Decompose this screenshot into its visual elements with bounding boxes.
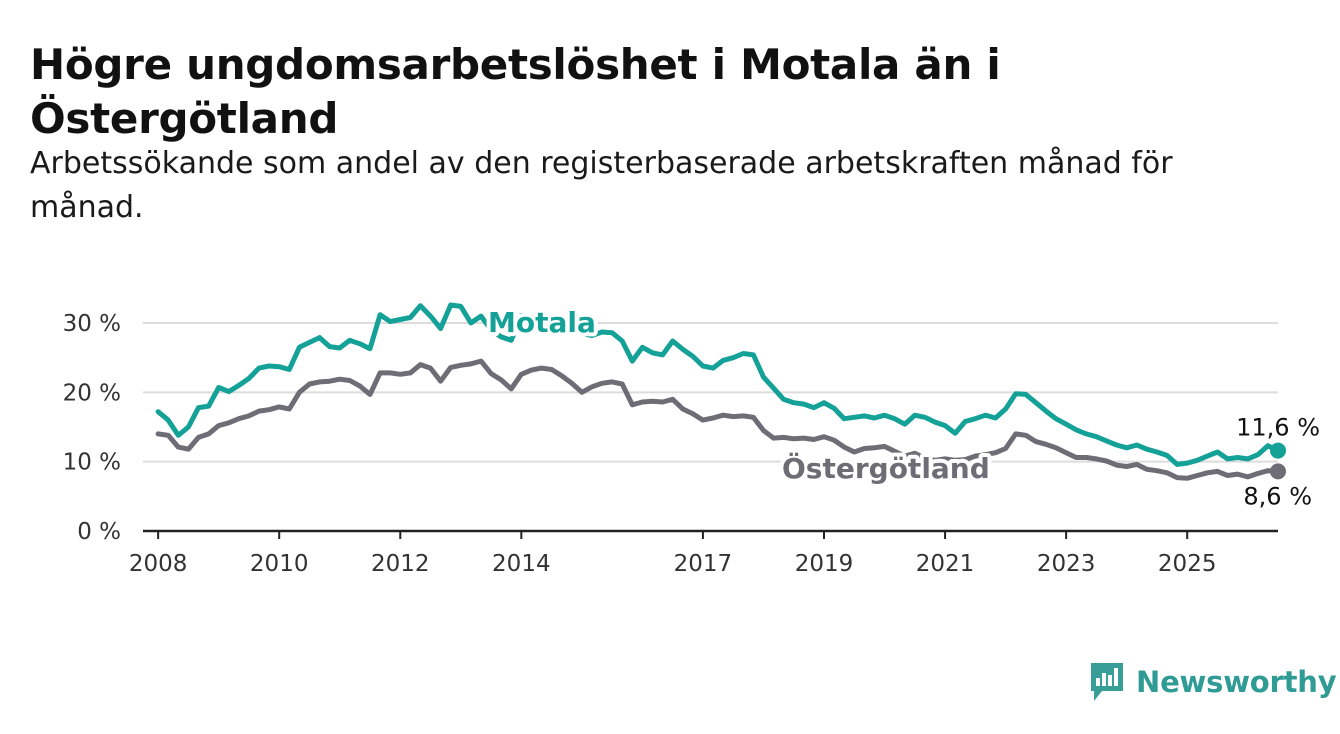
end-value-label-motala: 11,6 %: [1236, 414, 1320, 442]
x-tick-label: 2008: [129, 551, 188, 577]
gridlines: [143, 322, 1278, 463]
chart-title: Högre ungdomsarbetslöshet i Motala än i …: [30, 40, 1001, 143]
series-label-motala: Motala: [488, 306, 596, 339]
y-tick-label: 0 %: [77, 519, 121, 545]
series-label-ostergotland: Östergötland: [782, 451, 990, 485]
end-point-motala: [1270, 442, 1286, 459]
y-tick-label: 20 %: [63, 380, 121, 406]
chart-subtitle: Arbetssökande som andel av den registerb…: [30, 146, 1173, 225]
x-tick-label: 2023: [1037, 551, 1096, 577]
newsworthy-logo-icon: [1091, 663, 1123, 701]
series-line-ostergotland: [155, 358, 1281, 481]
series-lines: [155, 302, 1286, 481]
series-line-motala: [155, 302, 1281, 467]
x-tick-label: 2010: [250, 551, 309, 577]
newsworthy-brand[interactable]: Newsworthy: [1088, 660, 1337, 704]
x-tick-label: 2019: [795, 551, 854, 577]
x-tick-label: 2025: [1158, 551, 1217, 577]
x-tick-label: 2017: [674, 551, 733, 577]
series-label-motala-halo: Motala: [488, 306, 596, 339]
y-axis: 0 % 10 % 20 % 30 %: [63, 311, 121, 545]
end-point-ostergotland: [1270, 463, 1286, 480]
x-tick-label: 2021: [916, 551, 975, 577]
series-labels: MotalaMotalaÖstergötlandÖstergötland11,6…: [484, 302, 1320, 510]
brand-name: Newsworthy: [1136, 665, 1337, 699]
y-tick-label: 10 %: [63, 450, 121, 476]
y-tick-label: 30 %: [63, 311, 121, 337]
x-tick-label: 2012: [371, 551, 430, 577]
end-value-label-ostergotland: 8,6 %: [1243, 482, 1312, 510]
x-axis: 2008 2010 2012 2014 2017 2019 2021 2023 2025: [129, 529, 1278, 577]
series-label-ostergotland-halo: Östergötland: [782, 451, 990, 485]
x-tick-label: 2014: [492, 551, 551, 577]
